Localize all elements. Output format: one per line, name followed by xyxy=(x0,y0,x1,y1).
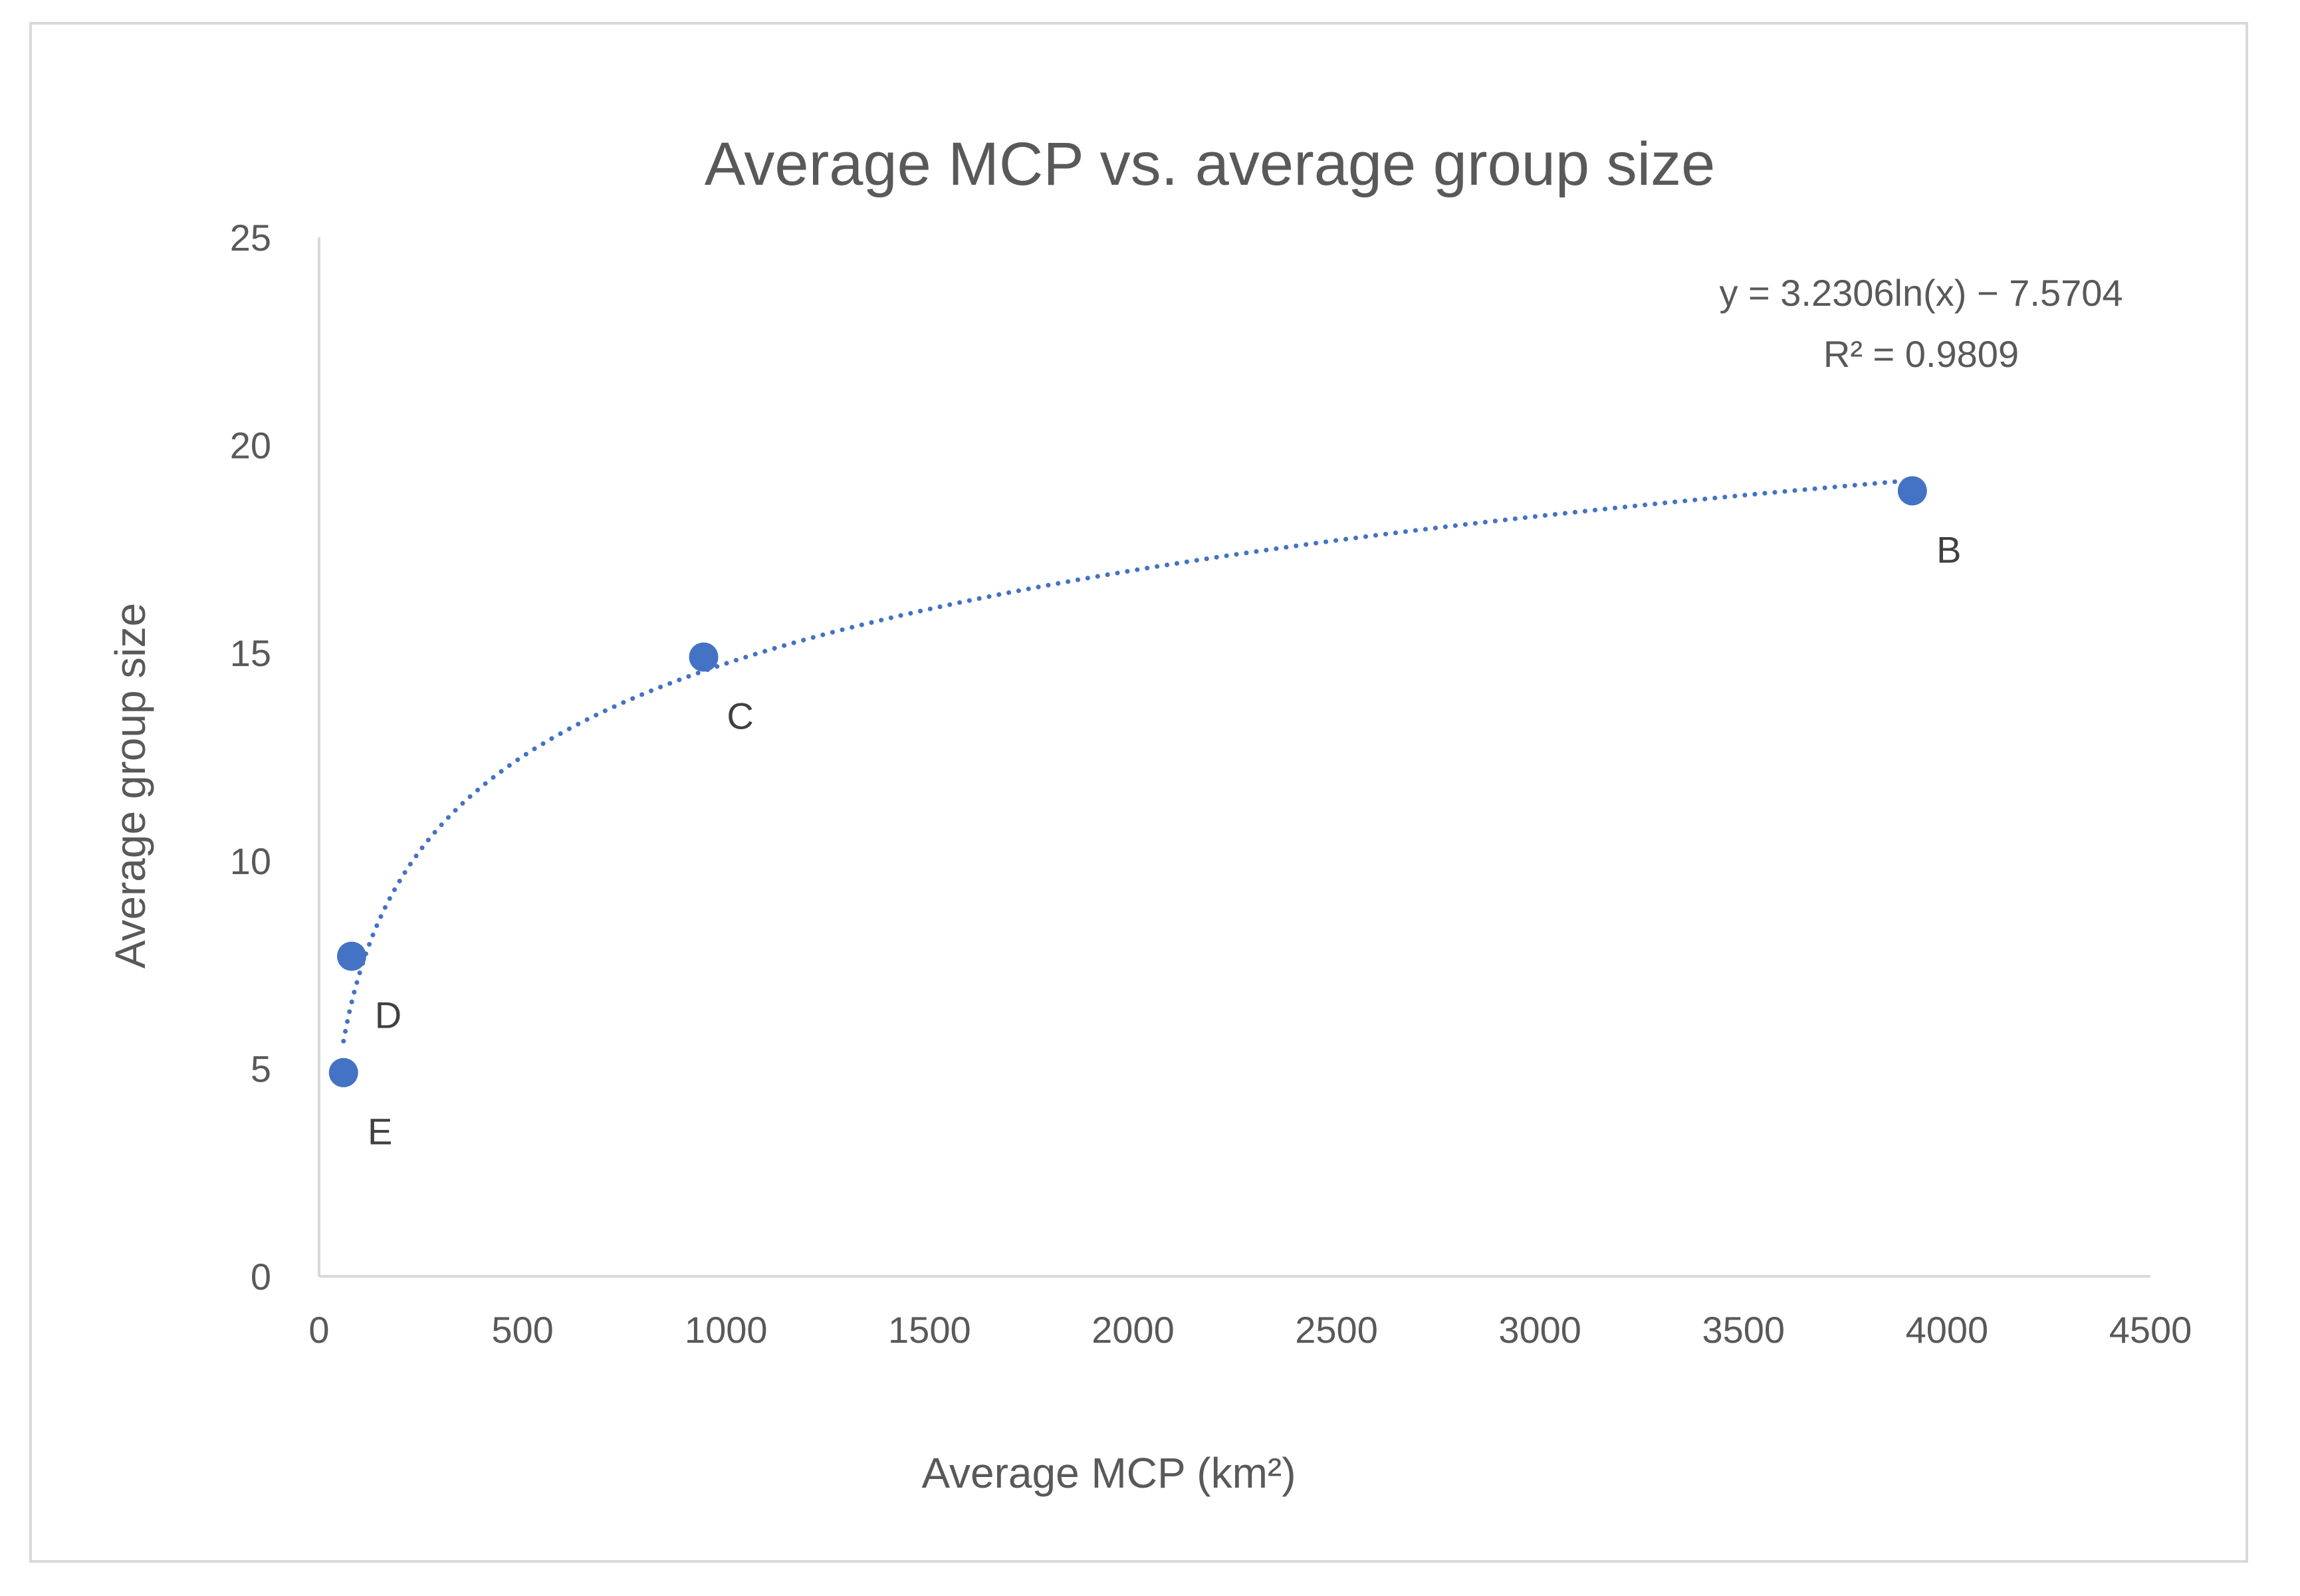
axes xyxy=(318,237,2150,1278)
y-axis-label: Average group size xyxy=(106,603,154,969)
x-tick-label: 1500 xyxy=(888,1309,971,1351)
data-point-label-B: B xyxy=(1936,528,1961,570)
x-tick-label: 500 xyxy=(491,1309,553,1351)
data-point-C xyxy=(689,642,719,672)
chart-frame xyxy=(29,22,2248,1563)
y-tick-label: 5 xyxy=(251,1048,271,1089)
data-point-label-E: E xyxy=(368,1111,392,1153)
data-points xyxy=(328,476,1927,1087)
y-tick-label: 25 xyxy=(230,217,271,259)
data-point-B xyxy=(1897,476,1927,506)
data-point-E xyxy=(328,1058,358,1087)
y-tick-label: 0 xyxy=(251,1256,271,1298)
data-point-D xyxy=(336,941,366,971)
x-tick-label: 4000 xyxy=(1906,1309,1989,1351)
x-tick-label: 3000 xyxy=(1498,1309,1581,1351)
trendline-equation: y = 3.2306ln(x) − 7.5704 xyxy=(1719,272,2123,314)
x-tick-label: 2500 xyxy=(1295,1309,1378,1351)
y-tick-label: 10 xyxy=(230,840,271,882)
chart-title: Average MCP vs. average group size xyxy=(705,130,1716,198)
x-tick-label: 0 xyxy=(308,1309,329,1351)
x-tick-label: 3500 xyxy=(1702,1309,1785,1351)
data-point-labels: E D C B xyxy=(368,528,1961,1152)
y-tick-label: 20 xyxy=(230,425,271,467)
x-axis-label: Average MCP (km²) xyxy=(921,1449,1296,1497)
x-tick-label: 1000 xyxy=(685,1309,768,1351)
data-point-label-C: C xyxy=(727,695,753,737)
trendline-r-squared: R² = 0.9809 xyxy=(1823,333,2019,375)
x-tick-label: 2000 xyxy=(1092,1309,1175,1351)
data-point-label-D: D xyxy=(375,994,402,1036)
y-tick-label: 15 xyxy=(230,632,271,674)
x-tick-labels: 0 500 1000 1500 2000 2500 3000 3500 4000 4500 xyxy=(308,1309,2192,1351)
y-tick-labels: 0 5 10 15 20 25 xyxy=(230,217,271,1298)
x-tick-label: 4500 xyxy=(2109,1309,2192,1351)
trendline xyxy=(341,477,1915,1044)
